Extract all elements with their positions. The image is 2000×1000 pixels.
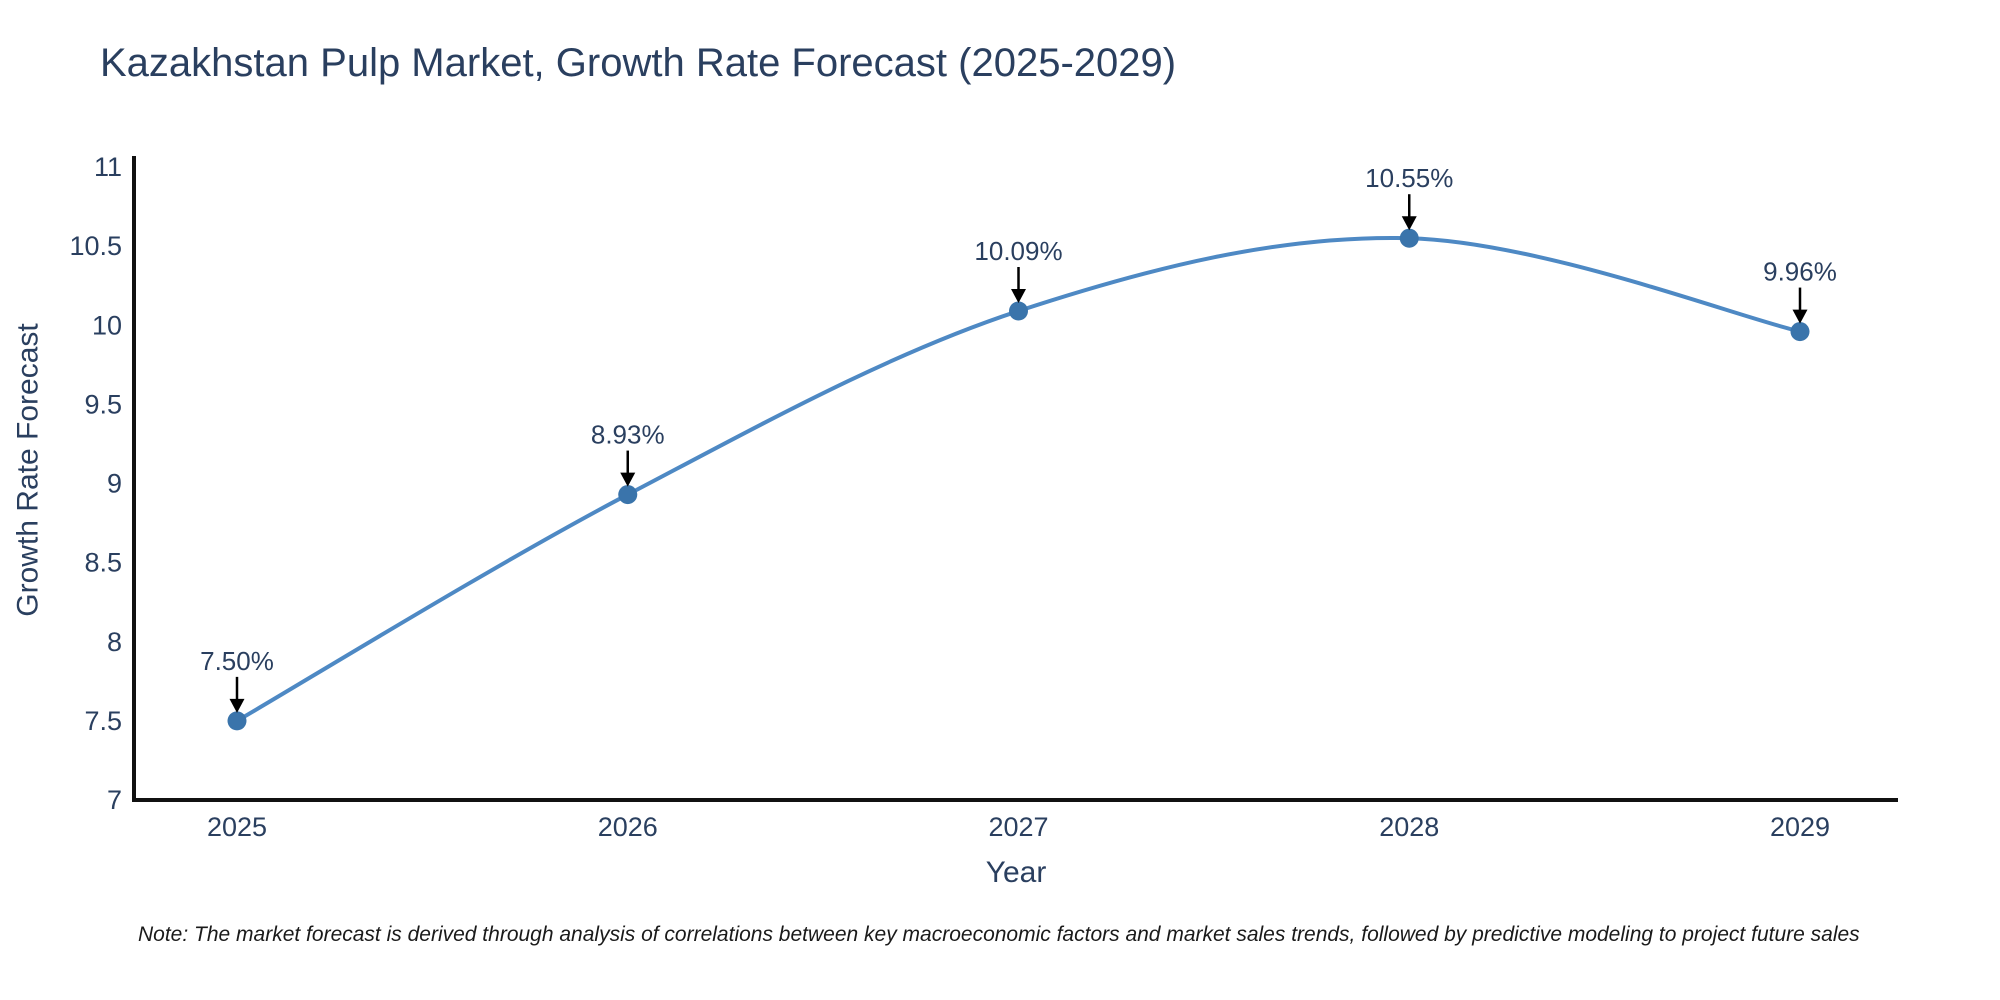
x-tick-label: 2027 xyxy=(988,812,1048,842)
data-point-marker xyxy=(1790,322,1810,342)
ticks-layer: 7 7.5 8 8.5 9 9.5 10 10.5 11 2025 2026 2027 2028 2029 xyxy=(69,152,1830,842)
chart-note: Note: The market forecast is derived thr… xyxy=(138,923,1860,946)
chart-title: Kazakhstan Pulp Market, Growth Rate Fore… xyxy=(100,41,1177,85)
y-tick-label: 10.5 xyxy=(69,231,122,261)
y-tick-label: 9 xyxy=(107,469,122,499)
annotation-label: 10.55% xyxy=(1365,163,1453,193)
annotation-label: 10.09% xyxy=(974,236,1062,266)
annotation-label: 8.93% xyxy=(591,420,665,450)
data-point-marker xyxy=(618,485,638,505)
x-tick-label: 2026 xyxy=(598,812,658,842)
y-tick-label: 8.5 xyxy=(84,548,122,578)
annotation-label: 7.50% xyxy=(200,646,274,676)
annotation-arrowhead xyxy=(229,698,245,713)
x-tick-label: 2028 xyxy=(1379,812,1439,842)
x-axis-title: Year xyxy=(986,856,1047,889)
y-tick-label: 9.5 xyxy=(84,389,122,419)
y-axis-title: Growth Rate Forecast xyxy=(12,323,45,617)
y-tick-label: 7.5 xyxy=(84,706,122,736)
data-point-marker xyxy=(1009,301,1028,321)
y-tick-label: 11 xyxy=(94,152,122,182)
annotation-arrowhead xyxy=(1011,289,1026,304)
x-tick-label: 2025 xyxy=(207,812,267,842)
annotation-layer: 7.50% 8.93% 10.09% 10.55% 9.96% xyxy=(200,163,1837,713)
y-tick-label: 8 xyxy=(107,627,122,657)
data-point-marker xyxy=(1399,228,1419,248)
y-tick-label: 10 xyxy=(92,310,122,340)
y-tick-label: 7 xyxy=(107,785,122,815)
annotation-arrowhead xyxy=(1792,309,1808,324)
data-point-marker xyxy=(227,711,247,731)
annotation-label: 9.96% xyxy=(1763,257,1837,287)
series-layer xyxy=(227,228,1810,731)
annotation-arrowhead xyxy=(620,472,636,487)
annotation-arrowhead xyxy=(1401,216,1417,231)
x-tick-label: 2029 xyxy=(1770,812,1830,842)
